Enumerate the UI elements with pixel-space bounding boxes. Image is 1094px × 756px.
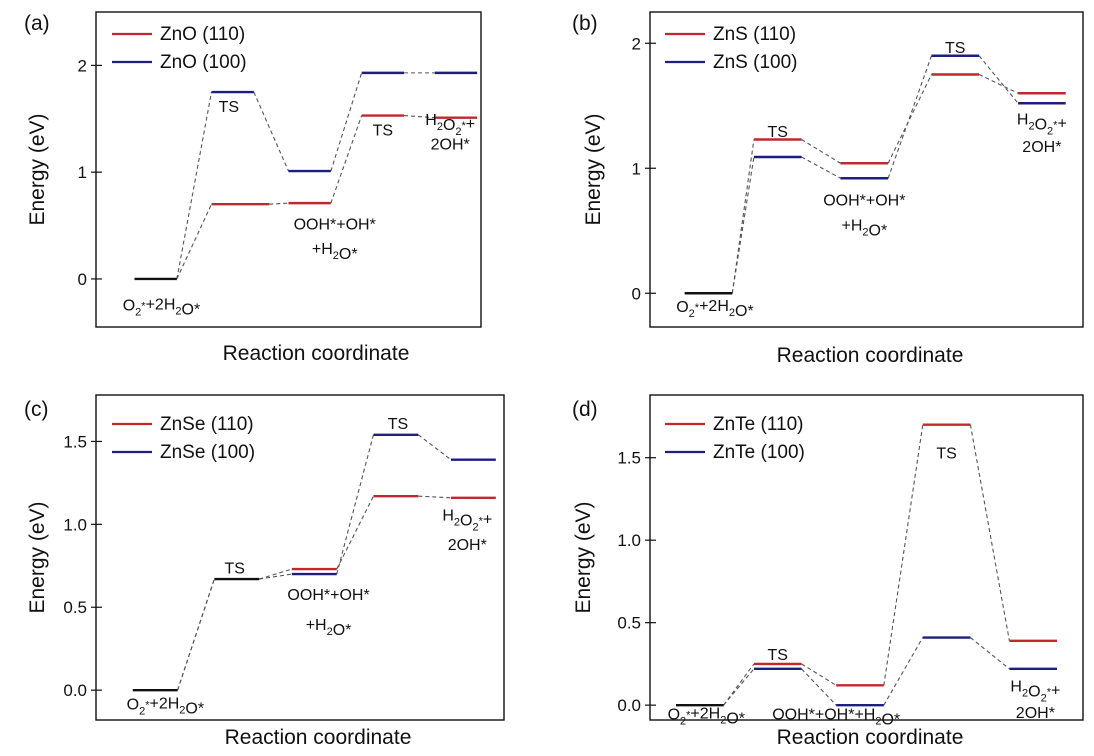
state-annotation: TS: [219, 99, 239, 116]
state-annotation: O2*+2H2O*: [676, 298, 753, 320]
y-tick-label: 0.0: [63, 681, 87, 700]
state-annotation: O2*+2H2O*: [668, 705, 745, 727]
panel-c: 0.0 0.5 1.0 1.5 (c) Reaction coordinate Energy…: [24, 394, 505, 749]
legend-entry: ZnTe (110): [713, 414, 803, 435]
plot-frame: [649, 11, 1084, 328]
connector-line: [176, 91, 213, 280]
connector-line: [887, 74, 932, 164]
state-annotation: H2O2*+: [442, 507, 492, 533]
connector-line: [883, 424, 924, 686]
state-annotation: OOH*+OH*: [294, 216, 376, 233]
state-annotation: H2O2*+: [425, 112, 475, 138]
panel-b: 0 1 2 (b) Reaction coordinate Energy (eV) ZnS …: [572, 11, 1084, 367]
connector-line: [731, 156, 755, 294]
panel-label: (d): [572, 398, 598, 421]
state-annotation: O2*+2H2O*: [127, 695, 204, 717]
connector-line: [801, 668, 837, 706]
legend-entry: ZnS (100): [713, 52, 797, 73]
connector-line: [731, 139, 755, 294]
y-tick-label: 0: [78, 270, 87, 289]
state-annotation: TS: [768, 124, 788, 141]
connector-line: [336, 495, 374, 570]
legend-entry: ZnSe (110): [160, 414, 254, 435]
state-annotation: 2OH*: [431, 136, 470, 153]
connector-line: [417, 434, 452, 461]
state-annotation: TS: [945, 40, 965, 57]
legend-entry: ZnSe (100): [160, 442, 255, 463]
y-axis-title: Energy (eV): [26, 113, 49, 225]
state-annotation: OOH*+OH*: [823, 193, 905, 210]
legend-entry: ZnO (100): [160, 52, 247, 73]
legend-entry: ZnTe (100): [713, 442, 805, 463]
state-annotation: H2O2*+: [1017, 111, 1067, 137]
x-axis-title: Reaction coordinate: [777, 344, 964, 367]
panel-a: 0 1 2 (a) Reaction coordinate Energy (eV) ZnO …: [24, 11, 482, 365]
state-annotation: +H2O*: [306, 617, 352, 639]
connector-line: [330, 115, 363, 204]
connector-line: [723, 668, 755, 706]
state-annotation: TS: [388, 416, 408, 433]
connector-line: [403, 115, 435, 119]
plot-frame: [95, 11, 482, 328]
y-axis-title: Energy (eV): [26, 501, 49, 613]
connector-line: [177, 578, 215, 691]
y-tick-label: 0: [632, 284, 641, 303]
connector-line: [801, 139, 841, 164]
connector-line: [259, 568, 293, 580]
y-tick-label: 1.0: [63, 515, 87, 534]
y-tick-label: 2: [78, 56, 87, 75]
connector-line: [253, 91, 290, 172]
panel-label: (c): [24, 398, 49, 421]
y-axis-title: Energy (eV): [572, 501, 595, 613]
connector-line: [176, 203, 212, 280]
connector-line: [969, 424, 1010, 641]
connector-line: [978, 55, 1019, 104]
x-axis-title: Reaction coordinate: [223, 342, 410, 365]
y-tick-label: 1.0: [617, 531, 641, 550]
state-annotation: TS: [768, 647, 788, 664]
state-annotation: O2*+2H2O*: [123, 297, 200, 319]
plot-frame: [95, 394, 505, 721]
panel-d: 0.0 0.5 1.0 1.5 (d) Reaction coordinate Energy…: [572, 394, 1084, 749]
connector-line: [883, 637, 924, 706]
state-annotation: 2OH*: [448, 537, 487, 554]
connector-line: [269, 202, 289, 205]
y-tick-label: 1.5: [63, 432, 87, 451]
connector-line: [259, 573, 292, 580]
plot-frame: [649, 394, 1084, 721]
y-tick-label: 2: [632, 34, 641, 53]
x-axis-title: Reaction coordinate: [777, 726, 964, 749]
connector-line: [336, 434, 374, 575]
y-tick-label: 1: [78, 163, 87, 182]
state-annotation: 2OH*: [1016, 705, 1055, 722]
state-annotation: +H2O*: [312, 241, 358, 263]
y-tick-label: 1.5: [617, 449, 641, 468]
panel-label: (b): [572, 12, 598, 35]
y-tick-label: 0.5: [63, 598, 87, 617]
connector-line: [978, 74, 1019, 94]
legend-entry: ZnS (110): [713, 24, 796, 45]
legend-entry: ZnO (110): [160, 24, 245, 45]
y-tick-label: 0.5: [617, 614, 641, 633]
state-annotation: H2O2*+: [1010, 678, 1060, 704]
connector-line: [970, 637, 1010, 670]
connector-line: [418, 495, 451, 499]
y-tick-label: 1: [632, 159, 641, 178]
state-annotation: 2OH*: [1022, 139, 1061, 156]
state-annotation: TS: [224, 560, 244, 577]
panel-label: (a): [24, 12, 50, 35]
connector-line: [887, 55, 932, 179]
connector-line: [801, 156, 841, 179]
state-annotation: TS: [373, 122, 393, 139]
state-annotation: TS: [936, 446, 956, 463]
y-tick-label: 0.0: [617, 696, 641, 715]
state-annotation: OOH*+OH*+H2O*: [772, 706, 900, 728]
state-annotation: +H2O*: [841, 218, 887, 240]
y-axis-title: Energy (eV): [582, 113, 605, 225]
x-axis-title: Reaction coordinate: [225, 726, 412, 749]
state-annotation: OOH*+OH*: [287, 587, 369, 604]
connector-line: [330, 72, 363, 172]
